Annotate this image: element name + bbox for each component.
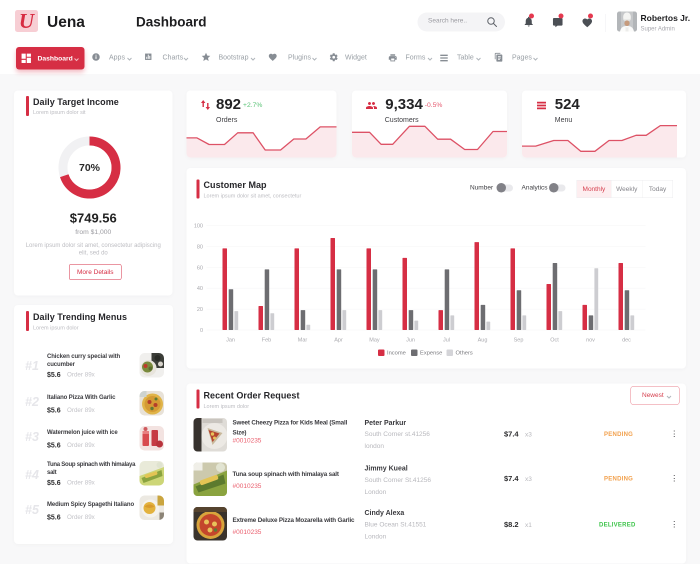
svg-text:Oct: Oct: [550, 338, 559, 344]
svg-text:20: 20: [197, 307, 203, 313]
svg-text:100: 100: [194, 223, 203, 229]
svg-text:60: 60: [197, 265, 203, 271]
svg-text:Apr: Apr: [334, 338, 343, 344]
svg-text:70%: 70%: [79, 162, 101, 174]
svg-text:Aug: Aug: [478, 338, 488, 344]
svg-text:nov: nov: [586, 338, 595, 344]
svg-text:0: 0: [200, 328, 203, 334]
svg-text:Feb: Feb: [262, 338, 271, 344]
svg-text:Mar: Mar: [298, 338, 308, 344]
svg-text:Sep: Sep: [514, 338, 524, 344]
svg-text:Jul: Jul: [443, 338, 450, 344]
svg-text:May: May: [369, 338, 380, 344]
svg-text:40: 40: [197, 286, 203, 292]
svg-text:80: 80: [197, 244, 203, 250]
svg-text:dec: dec: [622, 338, 631, 344]
svg-text:Jan: Jan: [226, 338, 235, 344]
svg-text:Jun: Jun: [406, 338, 415, 344]
